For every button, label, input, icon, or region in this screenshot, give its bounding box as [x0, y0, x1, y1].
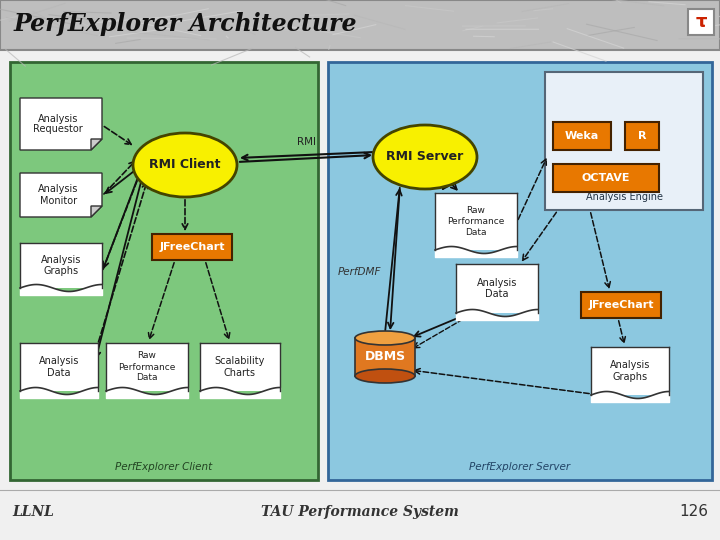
Text: PerfExplorer Architecture: PerfExplorer Architecture	[14, 12, 358, 36]
Text: Graphs: Graphs	[43, 266, 78, 276]
Text: Analysis: Analysis	[38, 113, 78, 124]
Ellipse shape	[355, 331, 415, 345]
Text: Graphs: Graphs	[613, 372, 647, 381]
Polygon shape	[20, 173, 102, 217]
Text: Data: Data	[48, 368, 71, 377]
Text: Analysis: Analysis	[477, 278, 517, 288]
Text: Performance: Performance	[447, 217, 505, 226]
Text: Data: Data	[485, 289, 509, 299]
Bar	[581, 292, 661, 318]
Text: DBMS: DBMS	[364, 350, 405, 363]
Text: JFreeChart: JFreeChart	[588, 300, 654, 310]
Polygon shape	[91, 206, 102, 217]
Text: Requestor: Requestor	[33, 125, 83, 134]
Ellipse shape	[355, 369, 415, 383]
Bar	[106, 343, 188, 391]
Text: RMI Server: RMI Server	[387, 151, 464, 164]
Text: Weka: Weka	[565, 131, 599, 141]
Text: LLNL: LLNL	[12, 505, 54, 519]
Text: RMI: RMI	[297, 137, 315, 147]
Text: Analysis Engine: Analysis Engine	[585, 192, 662, 202]
Bar	[625, 122, 659, 150]
Bar	[355, 338, 415, 376]
Text: 126: 126	[679, 504, 708, 519]
Text: Performance: Performance	[118, 362, 176, 372]
Text: PerfDMF: PerfDMF	[338, 267, 382, 277]
Text: Analysis: Analysis	[39, 356, 79, 367]
Text: Raw: Raw	[138, 352, 156, 361]
Text: τ: τ	[696, 13, 707, 31]
Bar	[20, 343, 98, 391]
Bar	[553, 122, 611, 150]
Text: RMI Client: RMI Client	[149, 159, 221, 172]
Text: R: R	[638, 131, 647, 141]
Text: Scalability: Scalability	[215, 356, 265, 367]
Bar	[10, 62, 318, 480]
Bar	[328, 62, 712, 480]
Text: Data: Data	[465, 228, 487, 237]
Bar	[545, 72, 703, 210]
Text: Monitor: Monitor	[40, 195, 77, 206]
Polygon shape	[91, 139, 102, 150]
Polygon shape	[20, 98, 102, 150]
Ellipse shape	[133, 133, 237, 197]
Bar	[20, 243, 102, 288]
Bar	[688, 9, 714, 35]
Bar	[553, 164, 659, 192]
Text: Raw: Raw	[467, 206, 485, 215]
Text: JFreeChart: JFreeChart	[159, 242, 225, 252]
Bar	[435, 193, 517, 250]
Bar	[200, 343, 280, 391]
Text: OCTAVE: OCTAVE	[582, 173, 630, 183]
Text: Analysis: Analysis	[38, 185, 78, 194]
Ellipse shape	[373, 125, 477, 189]
Bar	[456, 264, 538, 313]
Text: TAU Performance System: TAU Performance System	[261, 505, 459, 519]
Text: Analysis: Analysis	[41, 255, 81, 265]
Bar	[591, 347, 669, 395]
Text: PerfExplorer Client: PerfExplorer Client	[115, 462, 212, 472]
Bar	[0, 0, 720, 50]
Text: PerfExplorer Server: PerfExplorer Server	[469, 462, 570, 472]
Text: Analysis: Analysis	[610, 361, 650, 370]
Text: Charts: Charts	[224, 368, 256, 377]
Text: Data: Data	[136, 374, 158, 382]
Bar	[152, 234, 232, 260]
